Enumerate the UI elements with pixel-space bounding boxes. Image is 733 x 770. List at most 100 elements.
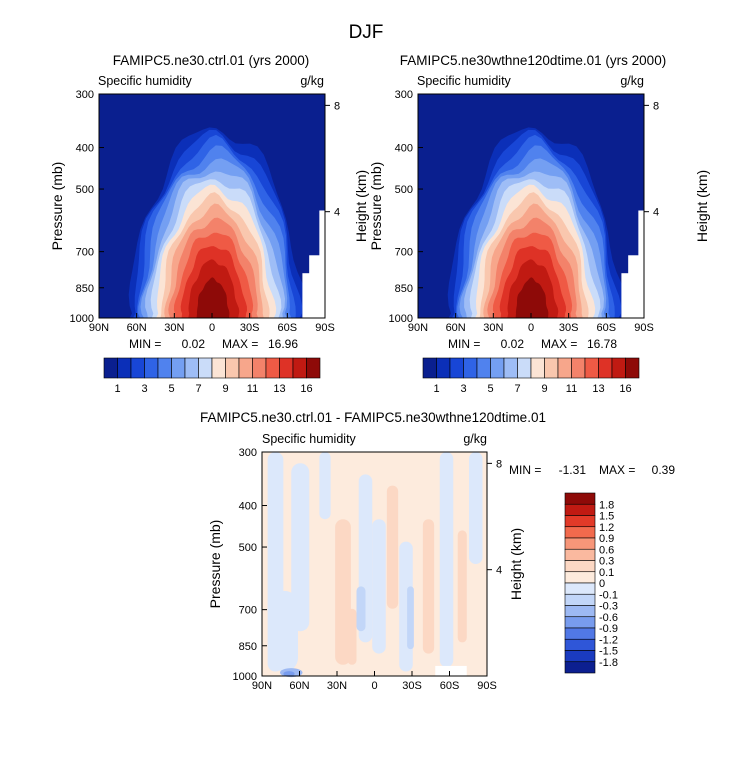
- colorbar-label: 7: [195, 383, 201, 395]
- colorbar-label: 11: [566, 383, 577, 395]
- y-tick-label: 700: [76, 247, 94, 259]
- colorbar-box: [564, 616, 596, 629]
- colorbar-box: [225, 357, 240, 379]
- colorbar-box: [422, 357, 437, 379]
- y-tick-label: 1000: [389, 313, 413, 325]
- x-tick-label: 90S: [315, 322, 335, 334]
- y-tick-label: 500: [239, 542, 257, 554]
- colorbar-box: [557, 357, 572, 379]
- colorbar-label: 11: [247, 383, 258, 395]
- x-tick-label: 60S: [440, 680, 460, 692]
- y-right-tick-label: 4: [496, 565, 502, 577]
- panel-ctrl-subtitle: Specific humidity: [98, 74, 193, 88]
- panel-test-ylabel: Pressure (mb): [368, 162, 384, 251]
- anomaly-region: [386, 485, 399, 609]
- anomaly-region: [291, 463, 310, 632]
- x-tick-label: 90N: [408, 322, 428, 334]
- colorbar-box: [564, 515, 596, 528]
- anomaly-region: [319, 452, 331, 520]
- panel-diff-subtitle: Specific humidity: [262, 432, 357, 446]
- colorbar-label: 1.2: [599, 522, 614, 534]
- colorbar-box: [530, 357, 545, 379]
- anomaly-region: [335, 519, 351, 665]
- y-right-tick-label: 4: [334, 207, 340, 219]
- y-right-tick-label: 8: [653, 100, 659, 112]
- y-tick-label: 300: [76, 89, 94, 101]
- panel-ctrl-ylabel: Pressure (mb): [49, 162, 65, 251]
- y-right-tick-label: 8: [496, 458, 502, 470]
- y-right-tick-label: 4: [653, 207, 659, 219]
- panel-ctrl-colorbar: 1 3 5 7 9 11 13 16: [103, 357, 321, 395]
- panel-diff-field: [262, 452, 487, 678]
- panel-ctrl: FAMIPC5.ne30.ctrl.01 (yrs 2000) Specific…: [49, 53, 369, 395]
- x-tick-label: 0: [209, 322, 215, 334]
- panel-ctrl-min-label: MIN =: [129, 337, 161, 351]
- panel-diff-min-value: -1.31: [559, 463, 587, 477]
- colorbar-box: [211, 357, 226, 379]
- panel-test-title: FAMIPC5.ne30wthne120dtime.01 (yrs 2000): [400, 53, 666, 68]
- colorbar-label: -1.8: [599, 657, 618, 669]
- panel-test-ylabel-right: Height (km): [694, 170, 710, 242]
- panel-test-min-label: MIN =: [448, 337, 480, 351]
- colorbar-box: [564, 503, 596, 516]
- masked-terrain: [621, 273, 644, 318]
- contour-band: [515, 277, 549, 318]
- colorbar-label: 9: [222, 383, 228, 395]
- colorbar-box: [598, 357, 613, 379]
- x-tick-label: 0: [528, 322, 534, 334]
- y-tick-label: 700: [239, 605, 257, 617]
- y-tick-label: 850: [395, 283, 413, 295]
- panel-test-field: [418, 94, 644, 319]
- colorbar-box: [238, 357, 253, 379]
- colorbar-box: [171, 357, 186, 379]
- y-tick-label: 400: [239, 501, 257, 513]
- x-tick-label: 30N: [483, 322, 503, 334]
- colorbar-box: [564, 593, 596, 606]
- x-tick-label: 90N: [89, 322, 109, 334]
- colorbar-label: -1.2: [599, 634, 618, 646]
- panel-ctrl-axes: 90N 60N 30N 0 30S 60S 90S 300 400 500 700 850 1000 8 4: [70, 89, 341, 334]
- y-tick-label: 1000: [233, 671, 257, 683]
- colorbar-label: 3: [141, 383, 147, 395]
- x-tick-label: 90S: [477, 680, 497, 692]
- x-tick-label: 30N: [327, 680, 347, 692]
- colorbar-box: [306, 357, 321, 379]
- y-tick-label: 400: [395, 143, 413, 155]
- colorbar-box: [157, 357, 172, 379]
- panel-test-units: g/kg: [620, 74, 644, 88]
- panel-ctrl-min-value: 0.02: [182, 337, 206, 351]
- colorbar-box: [571, 357, 586, 379]
- colorbar-label: 5: [168, 383, 174, 395]
- colorbar-box: [292, 357, 307, 379]
- colorbar-box: [279, 357, 294, 379]
- colorbar-label: 0: [599, 578, 605, 590]
- colorbar-box: [265, 357, 280, 379]
- colorbar-box: [584, 357, 599, 379]
- x-tick-label: 90S: [634, 322, 654, 334]
- y-tick-label: 300: [239, 447, 257, 459]
- x-tick-label: 30S: [240, 322, 260, 334]
- anomaly-region: [469, 452, 483, 564]
- x-tick-label: 60S: [597, 322, 617, 334]
- colorbar-label: 0.1: [599, 567, 614, 579]
- anomaly-region: [422, 519, 435, 654]
- panel-ctrl-units: g/kg: [300, 74, 324, 88]
- colorbar-box: [544, 357, 559, 379]
- x-tick-label: 30S: [559, 322, 579, 334]
- panel-diff-title: FAMIPC5.ne30.ctrl.01 - FAMIPC5.ne30wthne…: [200, 410, 546, 425]
- anomaly-region: [356, 586, 366, 632]
- colorbar-label: 13: [273, 383, 285, 395]
- colorbar-box: [625, 357, 640, 379]
- x-tick-label: 60N: [446, 322, 466, 334]
- page-title: DJF: [349, 22, 384, 43]
- y-tick-label: 300: [395, 89, 413, 101]
- colorbar-box: [564, 526, 596, 539]
- masked-terrain: [302, 273, 325, 318]
- y-tick-label: 700: [395, 247, 413, 259]
- anomaly-region: [372, 519, 386, 654]
- panel-ctrl-ylabel-right: Height (km): [353, 170, 369, 242]
- masked-terrain: [435, 665, 467, 676]
- panel-ctrl-max-label: MAX =: [222, 337, 258, 351]
- colorbar-label: 16: [300, 383, 312, 395]
- panel-ctrl-field: [99, 94, 325, 319]
